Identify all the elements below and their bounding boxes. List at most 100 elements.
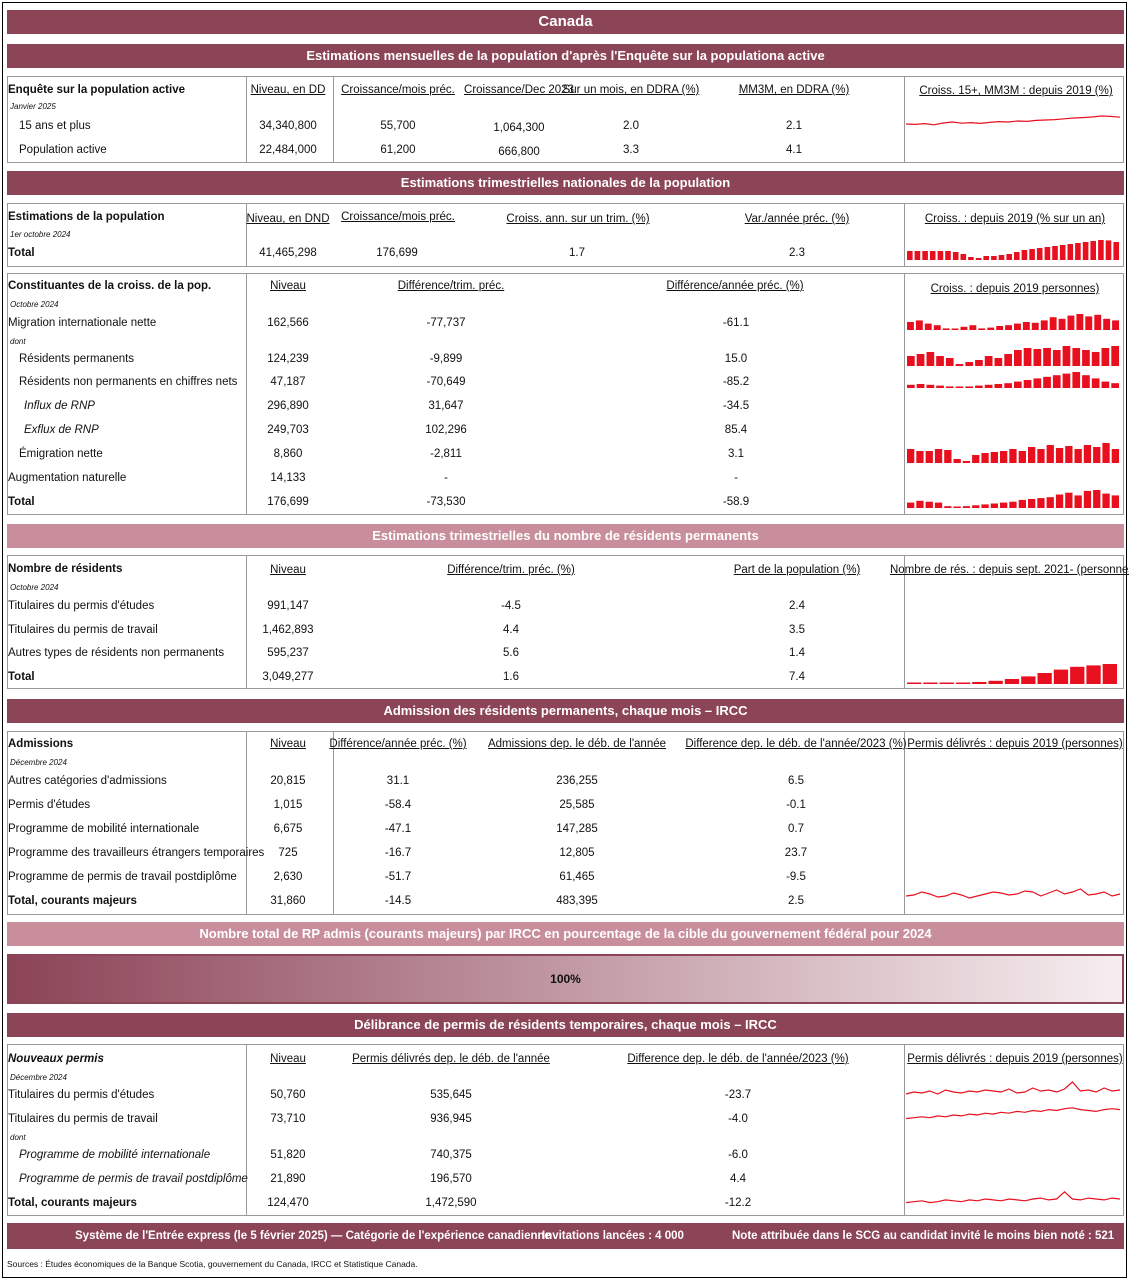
target-header: Nombre total de RP admis (courants majeu… xyxy=(7,922,1124,946)
spark-bar xyxy=(1033,349,1042,366)
tmp-cell: 1,472,590 xyxy=(425,1197,477,1209)
spark-bar xyxy=(1074,495,1082,508)
spark-bar xyxy=(942,328,950,330)
spark-bar xyxy=(945,251,951,260)
npr-cell: 3.5 xyxy=(789,624,805,636)
spark-bar xyxy=(925,451,933,463)
spark-bar xyxy=(907,384,915,388)
spark-bar xyxy=(1023,380,1032,388)
qpop-cell: 176,699 xyxy=(376,247,418,259)
spark-bar xyxy=(1028,499,1036,508)
spark-bar xyxy=(1037,673,1052,684)
adm-row-label: Programme de permis de travail postdiplô… xyxy=(8,871,237,883)
spark-bar xyxy=(1000,451,1008,463)
spark-bar xyxy=(1083,445,1092,463)
adm-cell: 6,675 xyxy=(273,823,303,835)
spark-bar xyxy=(1044,247,1051,260)
spark-bar xyxy=(1072,348,1081,366)
adm-cell: 20,815 xyxy=(270,775,306,787)
npr-cell: -4.5 xyxy=(501,600,521,612)
npr-label: Nombre de résidents xyxy=(8,563,123,575)
ttot-sparkline xyxy=(905,1190,1121,1204)
spark-bar xyxy=(1085,316,1093,330)
lfs-cell: 4.1 xyxy=(786,144,802,156)
comp-col: Niveau xyxy=(270,280,306,292)
spark-bar xyxy=(1014,381,1022,388)
etu-sparkline xyxy=(905,1081,1121,1095)
sources-note: Sources : Études économiques de la Banqu… xyxy=(7,1259,418,1269)
npr-row-label: Titulaires du permis d'études xyxy=(8,600,155,612)
spark-bar xyxy=(1036,248,1043,260)
spark-bar xyxy=(916,500,924,508)
sparkline-path xyxy=(905,1107,1121,1120)
adm-row-label: Total, courants majeurs xyxy=(8,895,137,907)
adm-cell: -9.5 xyxy=(786,871,806,883)
adm-row-label: Programme des travailleurs étrangers tem… xyxy=(8,847,265,859)
spark-bar xyxy=(1014,323,1021,330)
spark-bar xyxy=(1033,378,1042,388)
spark-bar xyxy=(1009,449,1017,463)
spark-bar xyxy=(1053,669,1069,684)
tmp-section xyxy=(7,1044,1124,1216)
spark-bar xyxy=(1018,451,1026,463)
comp-col: Différence/année préc. (%) xyxy=(666,280,804,292)
spark-bar xyxy=(1083,490,1092,508)
sparkline-path xyxy=(905,888,1121,899)
npr-cell: 1.6 xyxy=(503,671,519,683)
adm-cell: 1,015 xyxy=(273,799,303,811)
tmp-cell: 51,820 xyxy=(270,1149,306,1161)
comp-row-label: Émigration nette xyxy=(19,448,103,460)
comp-cell: -9,899 xyxy=(429,353,463,365)
spark-bar xyxy=(1055,494,1064,508)
npr-header: Estimations trimestrielles du nombre de … xyxy=(7,524,1124,548)
spark-bar xyxy=(1101,381,1110,388)
spark-bar xyxy=(965,386,974,388)
spark-bar xyxy=(972,505,980,508)
spark-bar xyxy=(965,362,974,366)
npr-date: Octobre 2024 xyxy=(10,583,59,592)
spark-bar xyxy=(1000,502,1008,508)
comp-row-label: Total xyxy=(8,496,35,508)
spark-bar xyxy=(1046,445,1054,463)
lfs-cell: 2.1 xyxy=(786,120,802,132)
npr-col: Part de la population (%) xyxy=(733,564,861,576)
comp-row-label: Migration internationale nette xyxy=(8,317,157,329)
adm-row-label: Programme de mobilité internationale xyxy=(8,823,200,835)
comp-cell: 249,703 xyxy=(267,424,309,436)
target-bar-fill xyxy=(9,956,1122,1002)
comp-row-label: Influx de RNP xyxy=(24,400,95,412)
spark-bar xyxy=(907,322,914,330)
lfs-date: Janvier 2025 xyxy=(10,102,56,111)
comp-section xyxy=(7,273,1124,515)
comp-dont: dont xyxy=(10,337,26,346)
lfs-col-3mma: MM3M, en DDRA (%) xyxy=(738,84,850,96)
npr-cell: 1,462,893 xyxy=(262,624,314,636)
comp-cell: 296,890 xyxy=(267,400,309,412)
spark-bar xyxy=(944,450,952,463)
spark-bar xyxy=(1040,320,1048,330)
adm-cell: 31.1 xyxy=(386,775,410,787)
qpop-cell: 2.3 xyxy=(789,247,805,259)
tmp-row-label: Programme de mobilité internationale xyxy=(19,1149,211,1161)
spark-bar xyxy=(998,255,1005,260)
tmp-label: Nouveaux permis xyxy=(8,1053,104,1065)
adm-cell: 0.7 xyxy=(788,823,804,835)
spark-bar xyxy=(1021,250,1028,260)
spark-bar xyxy=(962,461,971,463)
spark-bar xyxy=(990,452,998,463)
lfs-cell: 55,700 xyxy=(380,120,416,132)
npr-col: Différence/trim. préc. (%) xyxy=(447,564,575,576)
ee-text: Système de l'Entrée express (le 5 févrie… xyxy=(75,1230,551,1242)
spark-bar xyxy=(1094,314,1102,330)
tmp-col: Permis délivrés dep. le déb. de l'année xyxy=(352,1053,550,1065)
spark-bar xyxy=(972,682,987,684)
adm-date: Décembre 2024 xyxy=(10,758,67,767)
spark-bar xyxy=(975,258,982,260)
spark-bar xyxy=(1074,449,1082,463)
spark-bar xyxy=(926,352,935,366)
spark-bar xyxy=(972,455,980,463)
spark-bar xyxy=(984,356,993,366)
spark-bar xyxy=(916,384,925,388)
target-value: 100% xyxy=(550,972,581,986)
comp-cell: - xyxy=(734,472,738,484)
